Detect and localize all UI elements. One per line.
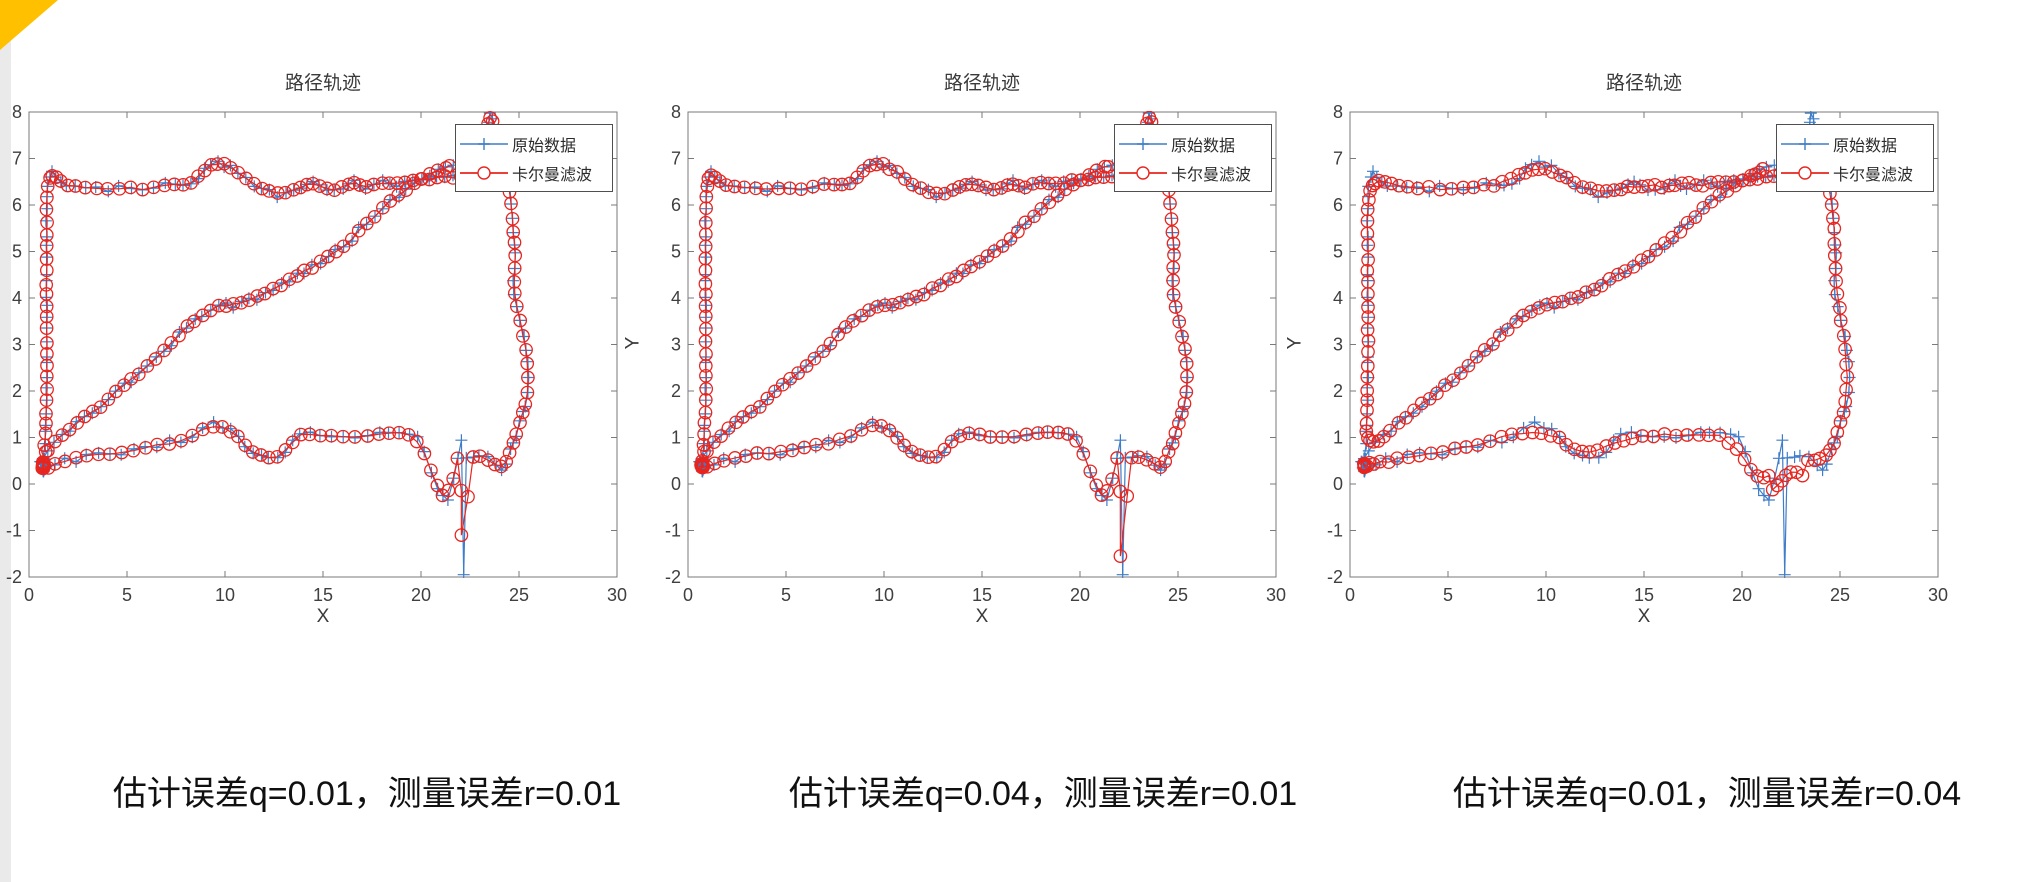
- legend-row-kalman-filter: 卡尔曼滤波: [456, 158, 612, 187]
- svg-text:25: 25: [509, 585, 529, 605]
- legend: 原始数据 卡尔曼滤波: [1114, 124, 1272, 192]
- svg-text:15: 15: [1634, 585, 1654, 605]
- legend-row-original-data: 原始数据: [1115, 129, 1271, 158]
- corner-accent-triangle: [0, 0, 58, 50]
- svg-text:0: 0: [24, 585, 34, 605]
- svg-text:0: 0: [12, 474, 22, 494]
- svg-text:6: 6: [1333, 195, 1343, 215]
- svg-text:-2: -2: [665, 567, 681, 587]
- legend-marker-kalman-filter-icon: [460, 165, 508, 180]
- svg-text:0: 0: [671, 474, 681, 494]
- svg-text:0: 0: [1333, 474, 1343, 494]
- legend-label-original-data: 原始数据: [512, 137, 577, 155]
- svg-text:7: 7: [671, 149, 681, 169]
- left-edge-strip: [0, 0, 11, 882]
- legend-marker-kalman-filter-icon: [1781, 165, 1829, 180]
- svg-text:10: 10: [215, 585, 235, 605]
- chart-title: 路径轨迹: [284, 73, 362, 94]
- legend-label-kalman-filter: 卡尔曼滤波: [1171, 166, 1252, 184]
- svg-text:10: 10: [1536, 585, 1556, 605]
- legend-row-original-data: 原始数据: [456, 129, 612, 158]
- svg-text:-1: -1: [665, 521, 681, 541]
- legend-marker-original-data-icon: [460, 137, 508, 150]
- trajectory-plot-canvas-2: 0 5 10 15 20 25 30 -2 -1 0 1 2 3 4 5 6 7 8: [665, 102, 1286, 605]
- svg-text:25: 25: [1168, 585, 1188, 605]
- svg-text:8: 8: [1333, 102, 1343, 122]
- legend-row-kalman-filter: 卡尔曼滤波: [1115, 158, 1271, 187]
- caption-figure-1: 估计误差q=0.01，测量误差r=0.01: [112, 775, 622, 813]
- svg-text:15: 15: [972, 585, 992, 605]
- svg-text:8: 8: [671, 102, 681, 122]
- legend: 原始数据 卡尔曼滤波: [1776, 124, 1934, 192]
- svg-text:1: 1: [12, 428, 22, 448]
- svg-text:5: 5: [671, 242, 681, 262]
- legend-label-kalman-filter: 卡尔曼滤波: [1833, 166, 1914, 184]
- svg-text:30: 30: [607, 585, 627, 605]
- svg-text:20: 20: [1070, 585, 1090, 605]
- svg-text:2: 2: [12, 381, 22, 401]
- trajectory-figure-1: 0 5 10 15 20 25 30 -2 -1 0 1 2 3 4 5 6 7 8 路径轨迹 X 原始数据 卡尔…: [0, 60, 636, 700]
- svg-text:3: 3: [12, 335, 22, 355]
- svg-text:-1: -1: [6, 521, 22, 541]
- trajectory-figure-2: 0 5 10 15 20 25 30 -2 -1 0 1 2 3 4 5 6 7 8 路径轨迹 Y X 原始数据 …: [622, 60, 1295, 700]
- legend-label-kalman-filter: 卡尔曼滤波: [512, 166, 593, 184]
- trajectory-plot-canvas-3: 0 5 10 15 20 25 30 -2 -1 0 1 2 3 4 5 6 7 8: [1327, 102, 1948, 605]
- svg-text:3: 3: [1333, 335, 1343, 355]
- chart-title: 路径轨迹: [1605, 73, 1683, 94]
- y-axis-label: Y: [1284, 336, 1306, 350]
- legend-row-kalman-filter: 卡尔曼滤波: [1777, 158, 1933, 187]
- legend: 原始数据 卡尔曼滤波: [455, 124, 613, 192]
- svg-text:20: 20: [1732, 585, 1752, 605]
- svg-text:30: 30: [1266, 585, 1286, 605]
- svg-text:-2: -2: [1327, 567, 1343, 587]
- svg-text:0: 0: [1345, 585, 1355, 605]
- svg-text:7: 7: [1333, 149, 1343, 169]
- svg-text:4: 4: [12, 288, 22, 308]
- svg-text:5: 5: [1443, 585, 1453, 605]
- svg-text:-1: -1: [1327, 521, 1343, 541]
- x-axis-label: X: [316, 606, 330, 627]
- legend-label-original-data: 原始数据: [1833, 137, 1898, 155]
- svg-text:3: 3: [671, 335, 681, 355]
- svg-text:25: 25: [1830, 585, 1850, 605]
- legend-label-original-data: 原始数据: [1171, 137, 1236, 155]
- svg-text:1: 1: [1333, 428, 1343, 448]
- x-axis-label: X: [1637, 606, 1651, 627]
- svg-text:5: 5: [781, 585, 791, 605]
- svg-text:5: 5: [1333, 242, 1343, 262]
- svg-text:-2: -2: [6, 567, 22, 587]
- legend-marker-kalman-filter-icon: [1119, 165, 1167, 180]
- svg-text:30: 30: [1928, 585, 1948, 605]
- svg-text:1: 1: [671, 428, 681, 448]
- chart-title: 路径轨迹: [943, 73, 1021, 94]
- caption-figure-2: 估计误差q=0.04，测量误差r=0.01: [788, 775, 1298, 813]
- svg-text:4: 4: [1333, 288, 1343, 308]
- svg-text:15: 15: [313, 585, 333, 605]
- legend-row-original-data: 原始数据: [1777, 129, 1933, 158]
- trajectory-figure-3: 0 5 10 15 20 25 30 -2 -1 0 1 2 3 4 5 6 7 8 路径轨迹 Y X 原始数据 …: [1284, 60, 1957, 700]
- svg-text:2: 2: [1333, 381, 1343, 401]
- caption-figure-3: 估计误差q=0.01，测量误差r=0.04: [1452, 775, 1962, 813]
- svg-text:8: 8: [12, 102, 22, 122]
- legend-marker-original-data-icon: [1781, 137, 1829, 150]
- x-axis-label: X: [975, 606, 989, 627]
- svg-text:20: 20: [411, 585, 431, 605]
- svg-text:6: 6: [12, 195, 22, 215]
- svg-text:5: 5: [12, 242, 22, 262]
- y-axis-label: Y: [622, 336, 644, 350]
- svg-text:2: 2: [671, 381, 681, 401]
- svg-text:10: 10: [874, 585, 894, 605]
- svg-text:0: 0: [683, 585, 693, 605]
- svg-text:4: 4: [671, 288, 681, 308]
- legend-marker-original-data-icon: [1119, 137, 1167, 150]
- svg-text:7: 7: [12, 149, 22, 169]
- svg-text:6: 6: [671, 195, 681, 215]
- svg-text:5: 5: [122, 585, 132, 605]
